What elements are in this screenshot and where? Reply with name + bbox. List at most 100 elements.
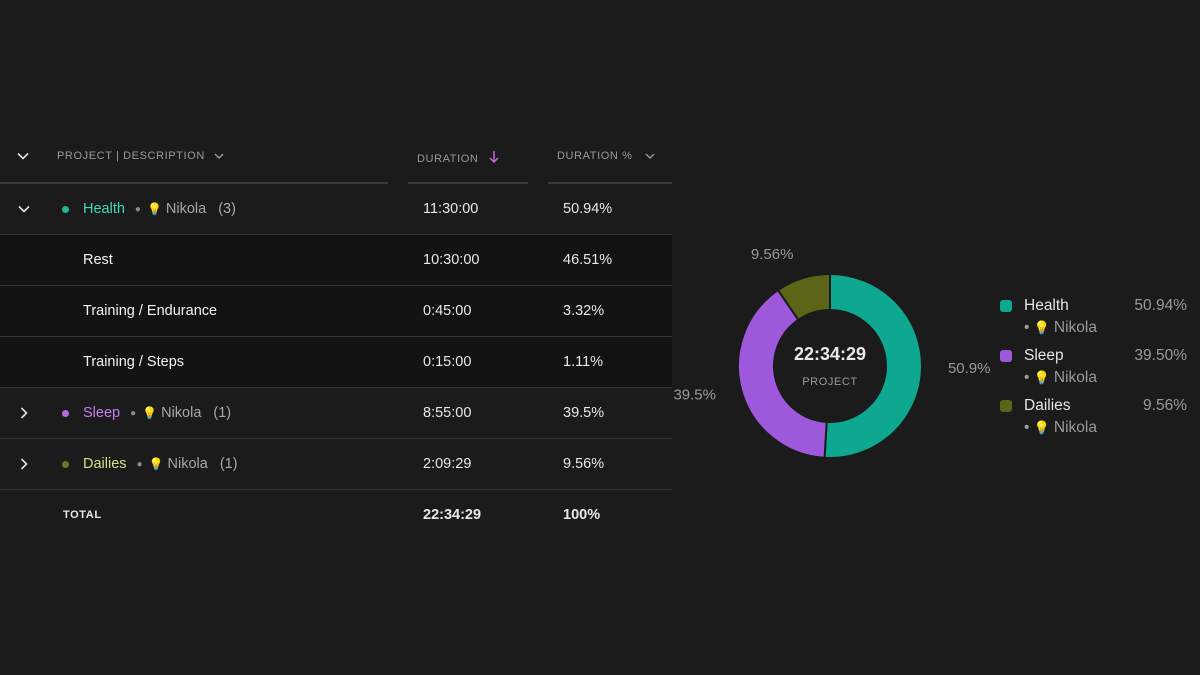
duration-column-header[interactable]: DURATION bbox=[417, 150, 500, 167]
entry-count: (1) bbox=[219, 456, 238, 472]
duration-cell: 10:30:00 bbox=[423, 252, 480, 268]
total-percent: 100% bbox=[563, 507, 601, 523]
table-row[interactable]: Training / Steps 0:15:00 1.11% bbox=[0, 337, 672, 388]
project-name[interactable]: Dailies bbox=[83, 456, 127, 472]
chart-center-value: 22:34:29 bbox=[794, 344, 866, 364]
legend-label: Sleep bbox=[1024, 347, 1064, 364]
legend-swatch bbox=[1000, 350, 1012, 362]
legend-percent: 9.56% bbox=[1143, 397, 1187, 414]
legend-label: Health bbox=[1024, 297, 1069, 314]
percent-cell: 3.32% bbox=[563, 303, 605, 319]
table-header: PROJECT | DESCRIPTION DURATION DURATION … bbox=[0, 132, 672, 184]
duration-column-label: DURATION bbox=[417, 152, 479, 165]
client-name: Nikola bbox=[167, 456, 208, 472]
legend-label: Dailies bbox=[1024, 397, 1071, 414]
total-row: TOTAL 22:34:29 100% bbox=[0, 490, 672, 540]
header-divider bbox=[548, 182, 672, 184]
legend-client: • 💡 Nikola bbox=[1024, 369, 1097, 386]
description-cell: Training / Steps bbox=[83, 354, 185, 370]
entry-count: (3) bbox=[218, 201, 236, 217]
project-cell: Health ● 💡 Nikola (3) bbox=[62, 184, 236, 234]
project-color-dot bbox=[62, 205, 69, 213]
expand-row-button[interactable] bbox=[14, 388, 34, 438]
project-column-label: PROJECT | DESCRIPTION bbox=[57, 150, 205, 162]
chart-center-label: PROJECT bbox=[802, 376, 858, 388]
table-row[interactable]: Training / Endurance 0:45:00 3.32% bbox=[0, 286, 672, 337]
chevron-down-icon bbox=[16, 149, 29, 161]
chevron-down-icon[interactable] bbox=[213, 150, 225, 162]
duration-cell: 0:15:00 bbox=[423, 354, 472, 370]
table-row-health[interactable]: Health ● 💡 Nikola (3) 11:30:00 50.94% bbox=[0, 184, 672, 235]
report-table: PROJECT | DESCRIPTION DURATION DURATION … bbox=[0, 132, 672, 540]
duration-pct-column-header[interactable]: DURATION % bbox=[557, 150, 656, 162]
lightbulb-icon: 💡 bbox=[142, 406, 158, 420]
legend-percent: 39.50% bbox=[1134, 347, 1187, 364]
percent-cell: 9.56% bbox=[563, 456, 605, 472]
duration-pct-column-label: DURATION % bbox=[557, 150, 633, 162]
donut-chart: 22:34:29 PROJECT 50.9% 39.5% 9.56% bbox=[673, 246, 990, 459]
total-label: TOTAL bbox=[63, 509, 102, 521]
lightbulb-icon: 💡 bbox=[148, 457, 164, 471]
client-name: Nikola bbox=[161, 405, 202, 421]
entry-count: (1) bbox=[213, 405, 232, 421]
duration-cell: 11:30:00 bbox=[423, 201, 479, 217]
legend-client-name: Nikola bbox=[1053, 319, 1097, 336]
project-color-dot bbox=[62, 409, 69, 417]
collapse-row-button[interactable] bbox=[14, 184, 34, 234]
slice-label-health: 50.9% bbox=[948, 360, 991, 377]
donut-slices bbox=[737, 272, 923, 459]
description-cell: Rest bbox=[83, 252, 113, 268]
legend-item-sleep[interactable]: Sleep 39.50% • 💡 Nikola bbox=[998, 344, 1193, 394]
percent-cell: 1.11% bbox=[563, 354, 604, 370]
project-name[interactable]: Sleep bbox=[83, 405, 121, 421]
duration-cell: 0:45:00 bbox=[423, 303, 472, 319]
header-divider bbox=[0, 182, 388, 184]
project-column-header[interactable]: PROJECT | DESCRIPTION bbox=[57, 150, 225, 162]
table-row[interactable]: Rest 10:30:00 46.51% bbox=[0, 235, 672, 286]
separator-dot: ● bbox=[136, 458, 143, 470]
percent-cell: 50.94% bbox=[563, 201, 613, 217]
lightbulb-icon: 💡 bbox=[1033, 420, 1050, 435]
donut-slice-sleep[interactable] bbox=[737, 288, 828, 459]
slice-label-sleep: 39.5% bbox=[673, 386, 716, 403]
project-cell: Sleep ● 💡 Nikola (1) bbox=[62, 388, 231, 438]
legend-client-name: Nikola bbox=[1053, 419, 1097, 436]
slice-label-dailies: 9.56% bbox=[751, 246, 794, 263]
table-row-dailies[interactable]: Dailies ● 💡 Nikola (1) 2:09:29 9.56% bbox=[0, 439, 672, 490]
project-name[interactable]: Health bbox=[83, 201, 125, 217]
lightbulb-icon: 💡 bbox=[1033, 320, 1050, 335]
donut-slice-dailies[interactable] bbox=[776, 272, 831, 322]
legend-item-health[interactable]: Health 50.94% • 💡 Nikola bbox=[998, 294, 1193, 344]
legend-swatch bbox=[1000, 300, 1012, 312]
legend-client-name: Nikola bbox=[1053, 369, 1097, 386]
legend-swatch bbox=[1000, 400, 1012, 412]
donut-slice-health[interactable] bbox=[823, 272, 923, 459]
duration-cell: 2:09:29 bbox=[423, 456, 472, 472]
sort-descending-icon[interactable] bbox=[488, 150, 500, 167]
expand-row-button[interactable] bbox=[14, 439, 34, 489]
chevron-down-icon bbox=[18, 205, 30, 213]
legend-percent: 50.94% bbox=[1134, 297, 1187, 314]
percent-cell: 46.51% bbox=[563, 252, 613, 268]
separator-dot: ● bbox=[134, 203, 141, 215]
project-cell: Dailies ● 💡 Nikola (1) bbox=[62, 439, 238, 489]
project-color-dot bbox=[62, 460, 69, 468]
total-duration: 22:34:29 bbox=[423, 507, 482, 523]
description-cell: Training / Endurance bbox=[83, 303, 218, 319]
lightbulb-icon: 💡 bbox=[146, 202, 162, 216]
legend-client: • 💡 Nikola bbox=[1024, 419, 1097, 436]
duration-cell: 8:55:00 bbox=[423, 405, 472, 421]
slice-labels: 50.9% 39.5% 9.56% bbox=[673, 246, 990, 404]
legend-client: • 💡 Nikola bbox=[1024, 319, 1097, 336]
percent-cell: 39.5% bbox=[563, 405, 605, 421]
table-row-sleep[interactable]: Sleep ● 💡 Nikola (1) 8:55:00 39.5% bbox=[0, 388, 672, 439]
chart-legend: Health 50.94% • 💡 Nikola Sleep 39.50% • 💡… bbox=[998, 294, 1193, 444]
lightbulb-icon: 💡 bbox=[1033, 370, 1050, 385]
client-name: Nikola bbox=[165, 201, 207, 217]
legend-item-dailies[interactable]: Dailies 9.56% • 💡 Nikola bbox=[998, 394, 1193, 444]
chevron-right-icon bbox=[20, 458, 28, 470]
separator-dot: ● bbox=[130, 407, 137, 419]
collapse-all-button[interactable] bbox=[16, 149, 29, 161]
chevron-down-icon[interactable] bbox=[644, 150, 656, 162]
header-divider bbox=[408, 182, 528, 184]
